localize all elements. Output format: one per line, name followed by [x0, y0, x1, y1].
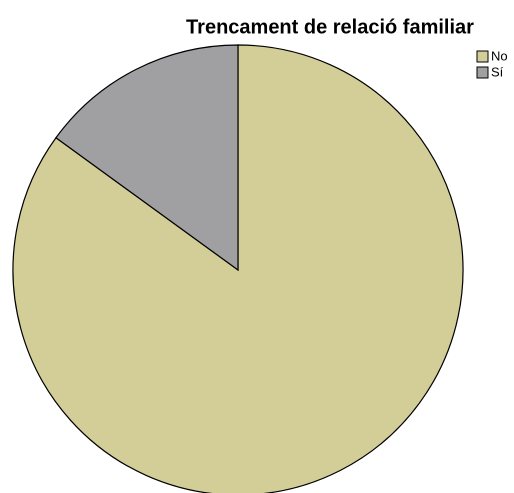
legend-swatch: [476, 66, 489, 79]
legend-label: No: [491, 48, 508, 63]
pie-slice: [55, 44, 239, 272]
chart-title: Trencament de relació familiar: [186, 16, 474, 38]
pie-slice: [12, 44, 464, 493]
legend-label: Sí: [491, 64, 504, 79]
legend-swatch: [476, 50, 489, 63]
